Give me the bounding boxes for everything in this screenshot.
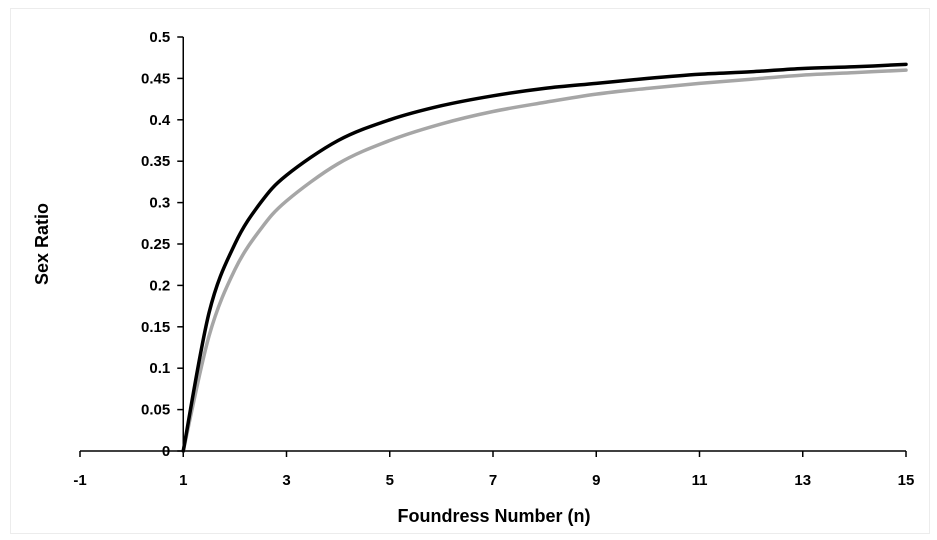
- x-axis-title: Foundress Number (n): [397, 506, 590, 526]
- x-tick-label: 13: [794, 472, 811, 489]
- y-tick-label: 0.4: [149, 112, 171, 129]
- y-tick-label: 0: [162, 443, 170, 460]
- labels-layer: 00.050.10.150.20.250.30.350.40.450.5-1 1 3…: [73, 29, 914, 489]
- y-tick-label: 0.15: [141, 319, 170, 336]
- y-tick-label: 0.1: [149, 360, 170, 377]
- x-tick-label: 7: [489, 472, 497, 489]
- y-tick-label: 0.25: [141, 236, 170, 253]
- y-tick-label: 0.5: [149, 29, 170, 46]
- y-axis-title: Sex Ratio: [32, 203, 52, 285]
- x-tick-label: 5: [386, 472, 394, 489]
- y-tick-label: 0.45: [141, 70, 170, 87]
- axes-layer: [79, 36, 907, 457]
- x-tick-label: -1: [73, 472, 86, 489]
- x-tick-label: 1: [179, 472, 187, 489]
- y-tick-label: 0.3: [149, 195, 170, 212]
- y-tick-label: 0.2: [149, 277, 170, 294]
- y-tick-label: 0.05: [141, 402, 170, 419]
- chart-frame: [10, 8, 930, 534]
- series-layer: [181, 62, 908, 453]
- x-tick-label: 15: [898, 472, 915, 489]
- x-tick-label: 3: [282, 472, 290, 489]
- series-line-1: [181, 62, 908, 453]
- x-tick-label: 11: [692, 472, 708, 489]
- x-tick-label: 9: [592, 472, 600, 489]
- y-tick-label: 0.35: [141, 153, 170, 170]
- series-line-2: [181, 68, 908, 453]
